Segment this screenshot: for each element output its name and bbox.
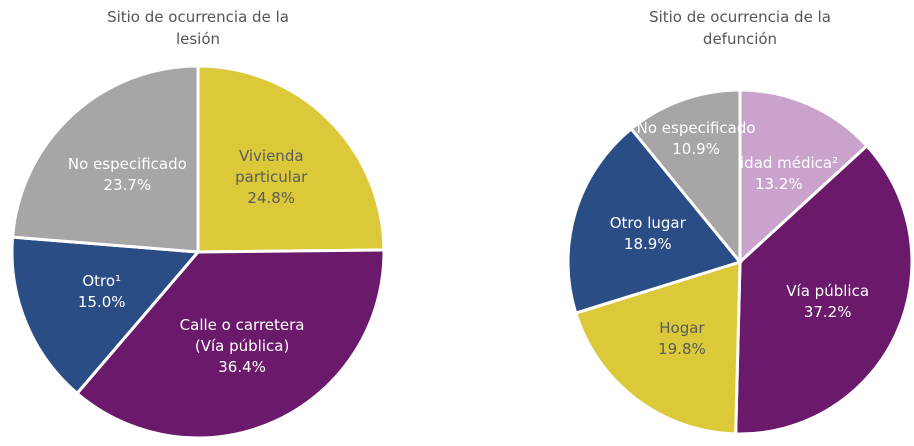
chart-title: Sitio de ocurrencia de la defunción [649, 8, 831, 48]
slice-label: Calle o carretera (Vía pública) 36.4% [172, 301, 312, 391]
category-label: No especificado [636, 118, 756, 137]
category-label: Otro lugar [609, 214, 686, 233]
slice-label: Vivienda particular 24.8% [201, 133, 341, 223]
category-label: Unidad médica² [719, 153, 839, 172]
slice-label-box: Calle o carretera (Vía pública) 36.4% [172, 301, 312, 391]
title-box: Sitio de ocurrencia de la lesión [107, 8, 289, 48]
value-label: 10.9% [672, 139, 720, 158]
slice-label: Vía pública 37.2% [758, 257, 898, 347]
pie-slice [734, 143, 914, 436]
slice-label: Unidad médica² 13.2% [709, 129, 849, 219]
value-label: 24.8% [247, 189, 296, 208]
value-label: 19.8% [658, 339, 706, 358]
pie-slice [566, 126, 743, 315]
pie-slice [10, 64, 200, 254]
pie-slice [629, 88, 742, 267]
value-label: 37.2% [803, 302, 852, 321]
title-box: Sitio de ocurrencia de la defunción [649, 8, 831, 48]
slice-label: No especificado 10.9% [626, 94, 766, 184]
slice-label: Otro¹ 15.0% [32, 247, 172, 337]
slice-label-box: Unidad médica² 13.2% [709, 129, 849, 219]
value-label: 15.0% [77, 292, 126, 311]
pie-slice [738, 88, 869, 266]
category-label: Vía pública [786, 281, 870, 300]
value-label: 23.7% [103, 176, 152, 195]
category-label: Vivienda particular [235, 147, 308, 187]
value-label: 36.4% [218, 357, 266, 376]
pie-slice [74, 248, 386, 440]
slice-label-box: Vía pública 37.2% [758, 257, 898, 347]
value-label: 18.9% [623, 235, 672, 254]
slice-label-box: Vivienda particular 24.8% [201, 133, 341, 223]
pie-slice [10, 235, 202, 396]
slice-label-box: No especificado 10.9% [626, 94, 766, 184]
category-label: Calle o carretera (Vía pública) [179, 315, 305, 355]
pie-slice [573, 259, 742, 436]
slice-label: Hogar 19.8% [612, 294, 752, 384]
slice-label-box: Otro¹ 15.0% [32, 247, 172, 337]
category-label: No especificado [67, 155, 187, 174]
pie-slice [196, 64, 386, 254]
slice-label-box: Otro lugar 18.9% [578, 189, 718, 279]
slice-label: Otro lugar 18.9% [578, 189, 718, 279]
value-label: 13.2% [754, 174, 803, 193]
slice-label: No especificado 23.7% [57, 130, 197, 220]
category-label: Otro¹ [82, 271, 122, 290]
slice-label-box: Hogar 19.8% [612, 294, 752, 384]
chart-title: Sitio de ocurrencia de la lesión [107, 8, 289, 48]
category-label: Hogar [659, 318, 705, 337]
slice-label-box: No especificado 23.7% [57, 130, 197, 220]
